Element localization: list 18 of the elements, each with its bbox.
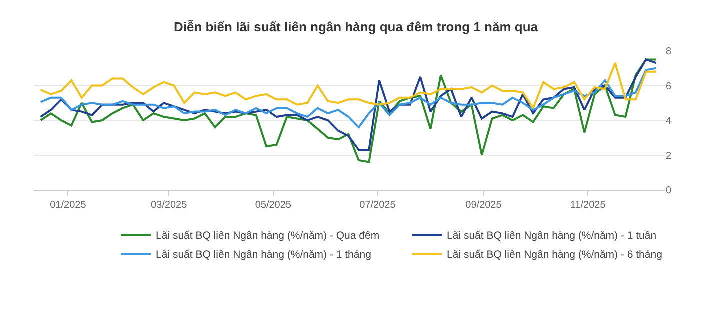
legend-label: Lãi suất BQ liên Ngân hàng (%/năm) - 6 tháng <box>447 249 663 262</box>
line-series <box>40 67 658 128</box>
x-tick-label: 09/2025 <box>466 200 502 211</box>
y-tick-label: 0 <box>666 186 672 196</box>
legend-label: Lãi suất BQ liên Ngân hàng (%/năm) - Qua đêm <box>156 230 380 242</box>
y-tick-label: 8 <box>666 46 672 58</box>
x-tick-label: 11/2025 <box>570 200 606 211</box>
y-tick-label: 6 <box>666 81 672 92</box>
x-tick-label: 01/2025 <box>50 200 87 211</box>
legend-label: Lãi suất BQ liên Ngân hàng (%/năm) - 1 tuần <box>447 230 657 242</box>
chart-title: Diễn biến lãi suất liên ngân hàng qua đêm trong 1 năm qua <box>174 19 539 34</box>
line-series <box>40 62 658 110</box>
legend-label: Lãi suất BQ liên Ngân hàng (%/năm) - 1 tháng <box>156 249 372 262</box>
x-tick-label: 03/2025 <box>151 200 188 211</box>
y-tick-label: 2 <box>666 150 672 162</box>
x-tick-label: 05/2025 <box>255 200 292 211</box>
x-tick-label: 07/2025 <box>360 200 396 211</box>
y-tick-label: 4 <box>666 116 672 127</box>
